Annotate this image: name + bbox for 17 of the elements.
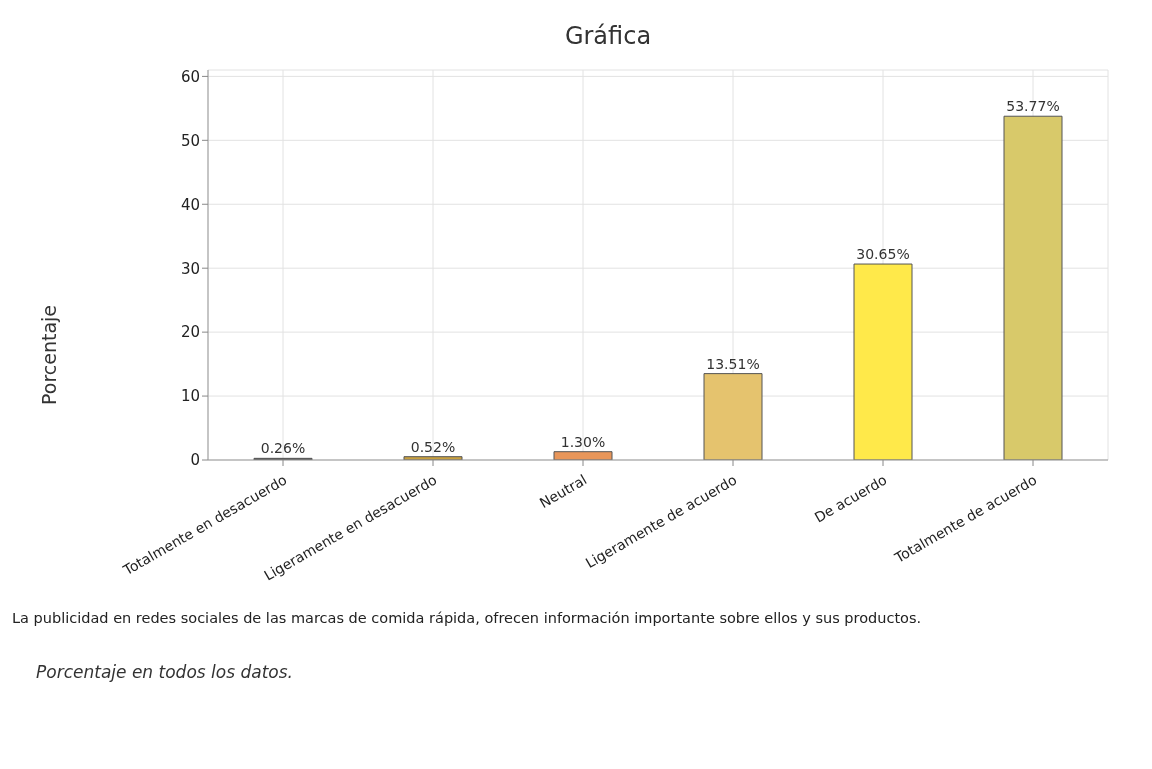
y-tick-label: 20	[180, 323, 200, 342]
x-axis-title: La publicidad en redes sociales de las marcas de comida rápida, ofrecen información importante sobre ellos y sus productos.	[12, 610, 923, 626]
y-tick-label: 0	[190, 451, 200, 470]
data-label: 0.26%	[260, 440, 306, 457]
data-label: 53.77%	[1006, 98, 1060, 115]
data-label: 1.30%	[560, 433, 606, 450]
y-axis-title: Porcentaje	[38, 304, 60, 405]
y-tick-label: 10	[180, 387, 200, 406]
y-tick-label: 40	[180, 195, 200, 214]
y-tick-label: 60	[180, 67, 200, 86]
data-label: 0.52%	[410, 438, 456, 455]
y-tick-label: 30	[180, 259, 200, 278]
data-label: 13.51%	[706, 355, 760, 372]
data-label: 30.65%	[856, 246, 910, 263]
chart-title: Gráfica	[563, 22, 653, 50]
y-tick-label: 50	[180, 131, 200, 150]
text: Porcentaje en todos los datos.	[36, 662, 294, 682]
